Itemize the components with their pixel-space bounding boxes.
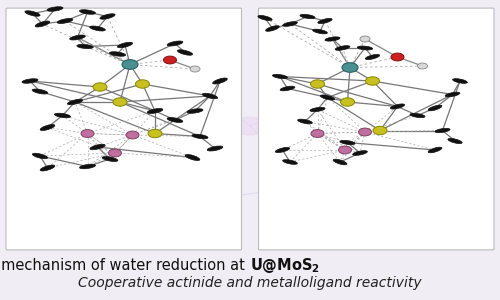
- Ellipse shape: [428, 147, 442, 153]
- Ellipse shape: [148, 129, 162, 138]
- Ellipse shape: [190, 66, 200, 72]
- Ellipse shape: [282, 22, 298, 26]
- Ellipse shape: [366, 77, 380, 85]
- Ellipse shape: [272, 74, 287, 79]
- Ellipse shape: [113, 98, 127, 106]
- Ellipse shape: [93, 83, 107, 91]
- Ellipse shape: [448, 138, 462, 144]
- Ellipse shape: [25, 11, 40, 16]
- Ellipse shape: [118, 42, 132, 48]
- Ellipse shape: [320, 95, 334, 100]
- Ellipse shape: [187, 109, 203, 113]
- Ellipse shape: [110, 52, 126, 56]
- Ellipse shape: [100, 14, 115, 19]
- Ellipse shape: [335, 46, 350, 50]
- Ellipse shape: [81, 130, 94, 137]
- Circle shape: [176, 70, 194, 80]
- Ellipse shape: [280, 86, 295, 91]
- Ellipse shape: [418, 63, 428, 69]
- Text: $\mathbf{U@MoS_2}$: $\mathbf{U@MoS_2}$: [250, 256, 320, 275]
- Ellipse shape: [80, 164, 96, 169]
- Ellipse shape: [410, 113, 425, 118]
- Circle shape: [52, 106, 78, 122]
- Ellipse shape: [167, 118, 183, 122]
- Circle shape: [301, 181, 319, 191]
- Ellipse shape: [333, 159, 347, 165]
- Ellipse shape: [202, 93, 218, 99]
- Circle shape: [235, 117, 265, 135]
- Ellipse shape: [390, 104, 404, 109]
- Ellipse shape: [391, 53, 404, 61]
- Ellipse shape: [68, 99, 82, 105]
- Ellipse shape: [310, 107, 325, 112]
- Ellipse shape: [258, 15, 272, 21]
- Ellipse shape: [178, 50, 192, 55]
- Ellipse shape: [192, 134, 208, 139]
- Ellipse shape: [312, 29, 328, 34]
- Ellipse shape: [342, 63, 358, 72]
- Text: Cooperative actinide and metalloligand reactivity: Cooperative actinide and metalloligand r…: [78, 277, 422, 290]
- Ellipse shape: [338, 146, 351, 154]
- Ellipse shape: [358, 46, 372, 50]
- Circle shape: [340, 78, 360, 90]
- Ellipse shape: [340, 98, 354, 106]
- Ellipse shape: [185, 154, 200, 160]
- Ellipse shape: [325, 37, 340, 41]
- Circle shape: [392, 211, 408, 221]
- Ellipse shape: [276, 147, 289, 153]
- FancyBboxPatch shape: [258, 8, 494, 250]
- Ellipse shape: [167, 41, 183, 46]
- Ellipse shape: [358, 128, 372, 136]
- Ellipse shape: [445, 92, 460, 97]
- Text: Modeling mechanism of water reduction at: Modeling mechanism of water reduction at: [0, 258, 250, 273]
- Ellipse shape: [318, 18, 332, 24]
- Ellipse shape: [32, 153, 48, 159]
- Ellipse shape: [90, 144, 105, 150]
- Ellipse shape: [126, 131, 139, 139]
- Ellipse shape: [452, 79, 468, 83]
- Ellipse shape: [136, 80, 149, 88]
- Ellipse shape: [70, 35, 86, 40]
- Ellipse shape: [35, 21, 50, 27]
- Ellipse shape: [212, 78, 228, 84]
- Ellipse shape: [108, 149, 122, 157]
- Ellipse shape: [428, 105, 442, 111]
- Ellipse shape: [90, 26, 106, 31]
- Ellipse shape: [298, 119, 312, 124]
- Ellipse shape: [22, 79, 38, 83]
- Circle shape: [429, 128, 451, 142]
- Ellipse shape: [435, 128, 450, 133]
- Ellipse shape: [122, 60, 138, 69]
- Ellipse shape: [266, 26, 280, 31]
- Ellipse shape: [352, 151, 368, 155]
- Ellipse shape: [32, 89, 48, 94]
- Ellipse shape: [102, 157, 118, 161]
- Ellipse shape: [54, 113, 70, 118]
- Ellipse shape: [310, 80, 324, 88]
- Ellipse shape: [366, 54, 380, 60]
- FancyBboxPatch shape: [6, 8, 242, 250]
- Ellipse shape: [373, 126, 387, 135]
- Ellipse shape: [340, 140, 355, 145]
- Ellipse shape: [80, 10, 96, 14]
- Ellipse shape: [300, 14, 315, 19]
- Ellipse shape: [47, 7, 63, 11]
- Ellipse shape: [40, 165, 55, 171]
- Ellipse shape: [282, 160, 298, 164]
- Ellipse shape: [57, 19, 73, 23]
- Ellipse shape: [40, 124, 55, 130]
- Circle shape: [114, 203, 136, 217]
- Ellipse shape: [360, 36, 370, 42]
- Ellipse shape: [77, 44, 93, 49]
- Ellipse shape: [311, 130, 324, 137]
- Ellipse shape: [207, 146, 223, 151]
- Ellipse shape: [147, 109, 163, 113]
- Ellipse shape: [164, 56, 176, 64]
